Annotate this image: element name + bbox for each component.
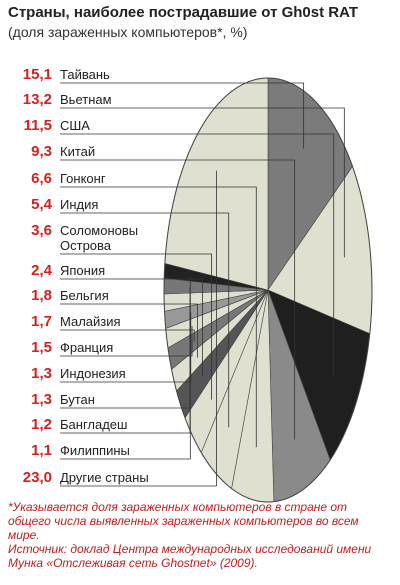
category-label: Бельгия <box>60 288 109 303</box>
value-label: 1,2 <box>31 416 52 433</box>
value-label: 2,4 <box>31 262 52 279</box>
category-label: Малайзия <box>60 314 121 329</box>
category-label: Китай <box>60 144 96 159</box>
leader-line <box>60 326 193 357</box>
leader-line <box>60 133 335 376</box>
category-label: Индия <box>60 197 99 212</box>
value-label: 11,5 <box>23 117 52 134</box>
leader-line <box>60 253 212 400</box>
value-label: 1,1 <box>31 442 52 459</box>
value-label: 9,3 <box>31 143 52 160</box>
category-label: Соломоновы Острова <box>60 223 139 253</box>
value-label: 3,6 <box>31 222 52 239</box>
leader-line <box>60 186 257 448</box>
category-label: Индонезия <box>60 366 126 381</box>
value-label: 15,1 <box>22 66 52 83</box>
category-label: Тайвань <box>60 67 110 82</box>
footnote: *Указывается доля зараженных компьютеров… <box>8 500 359 542</box>
value-label: 13,2 <box>22 91 52 108</box>
leader-line <box>60 278 203 377</box>
leader-line <box>60 159 296 440</box>
category-label: Бангладеш <box>60 417 128 432</box>
category-label: США <box>60 118 90 133</box>
value-label: 1,7 <box>31 313 52 330</box>
source: Источник: доклад Центра международных ис… <box>8 542 372 570</box>
category-label: Франция <box>60 340 114 355</box>
pie-outline <box>163 77 373 503</box>
chart-title: Страны, наиболее пострадавшие от Gh0st R… <box>8 4 358 21</box>
category-label: Другие страны <box>60 470 149 485</box>
leader-line <box>60 107 345 258</box>
value-label: 23,0 <box>22 469 52 486</box>
value-label: 1,8 <box>31 287 52 304</box>
value-label: 1,3 <box>31 365 52 382</box>
value-label: 1,5 <box>31 339 52 356</box>
category-label: Вьетнам <box>60 92 112 107</box>
leader-line <box>60 329 195 342</box>
leader-line <box>60 82 305 149</box>
leader-line <box>60 212 230 428</box>
category-label: Япония <box>60 263 106 278</box>
value-label: 1,3 <box>31 391 52 408</box>
leader-line <box>60 303 198 358</box>
value-label: 6,6 <box>31 170 52 187</box>
category-label: Гонконг <box>60 171 106 186</box>
leader-line <box>60 170 217 487</box>
value-label: 5,4 <box>31 196 52 213</box>
chart-subtitle: (доля зараженных компьютеров*, %) <box>8 24 248 40</box>
category-label: Бутан <box>60 392 95 407</box>
category-label: Филиппины <box>60 443 130 458</box>
leader-line <box>60 312 192 383</box>
leader-line <box>60 275 191 460</box>
